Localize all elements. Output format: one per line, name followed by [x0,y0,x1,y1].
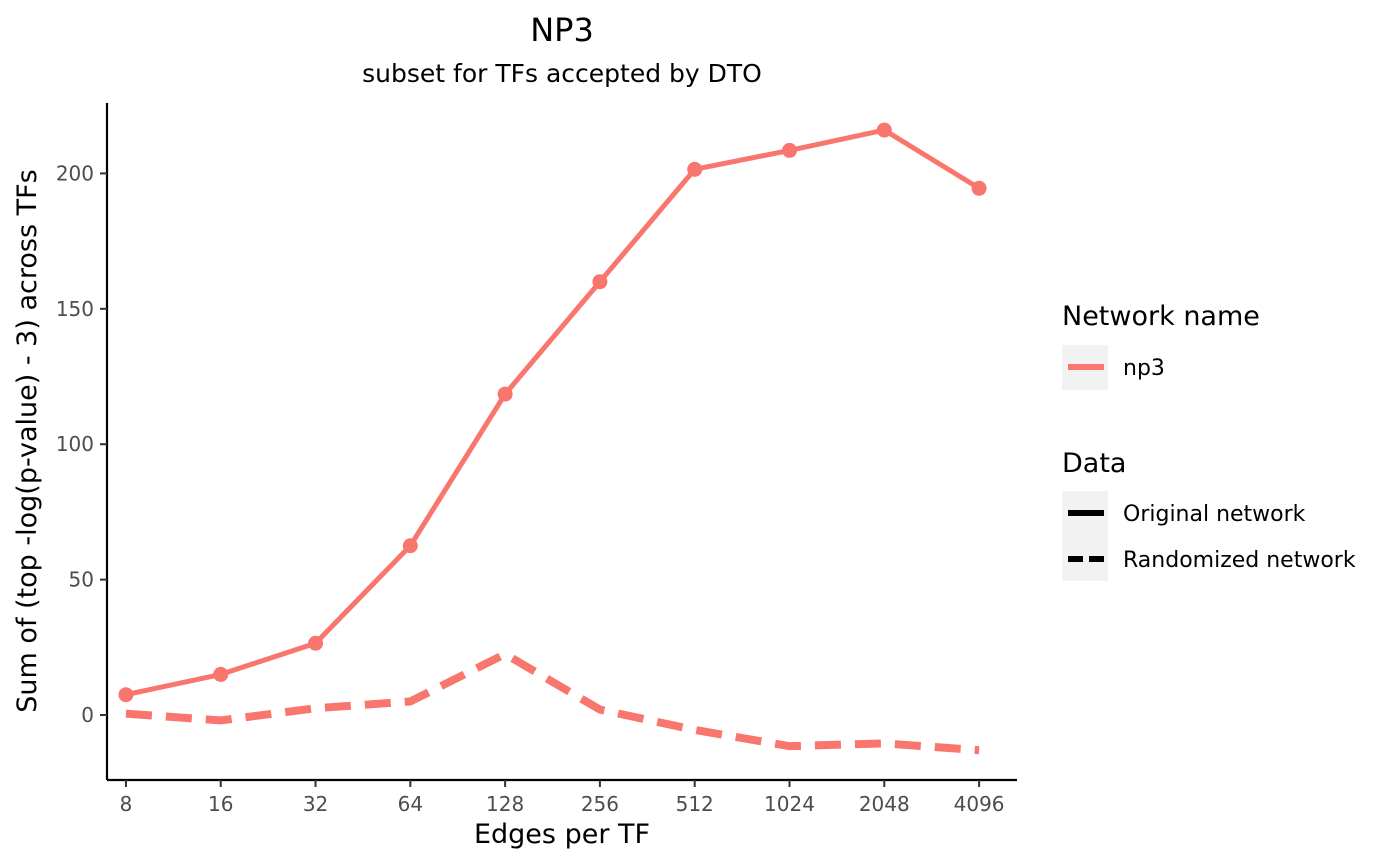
x-tick-label: 64 [398,792,423,816]
legend-title-network: Network name [1062,301,1260,332]
x-tick-label: 1024 [764,792,815,816]
x-tick-label: 2048 [859,792,910,816]
chart-title: NP3 [530,11,594,49]
y-tick-label: 150 [56,297,94,321]
legend-label-np3: np3 [1123,356,1165,381]
legend-label-randomized: Randomized network [1123,548,1356,573]
x-tick-label: 32 [303,792,328,816]
x-tick-label: 512 [676,792,714,816]
y-tick-label: 50 [69,568,94,592]
data-point-original [592,274,608,290]
x-tick-label: 4096 [954,792,1005,816]
legend: Network name np3 Data Original network R… [1062,301,1356,581]
series-line-original [125,127,981,698]
y-tick-label: 0 [81,703,94,727]
series-line-randomized [125,650,980,755]
data-point-original [497,386,513,402]
data-point-original [402,538,418,554]
data-point-original [782,142,797,158]
data-point-original [971,180,987,196]
y-tick-label: 100 [56,432,94,456]
data-point-original [876,122,892,138]
plot-area [118,122,987,755]
legend-label-original: Original network [1123,502,1306,527]
legend-title-data: Data [1062,448,1126,479]
x-tick-label: 16 [208,792,233,816]
x-axis-title: Edges per TF [474,819,650,850]
x-tick-label: 256 [581,792,619,816]
x-tick-label: 128 [486,792,524,816]
y-axis-title: Sum of (top -log(p-value) - 3) across TF… [12,169,43,712]
data-point-original [687,161,703,177]
axes: 8 16 32 64 128 256 512 1024 2048 4096 0 50 100 150 200 [56,103,1017,816]
chart-subtitle: subset for TFs accepted by DTO [362,59,762,88]
data-point-original [118,687,134,703]
y-tick-label: 200 [56,161,94,185]
x-tick-label: 8 [120,792,133,816]
data-point-original [308,635,324,651]
data-point-original [213,666,229,682]
